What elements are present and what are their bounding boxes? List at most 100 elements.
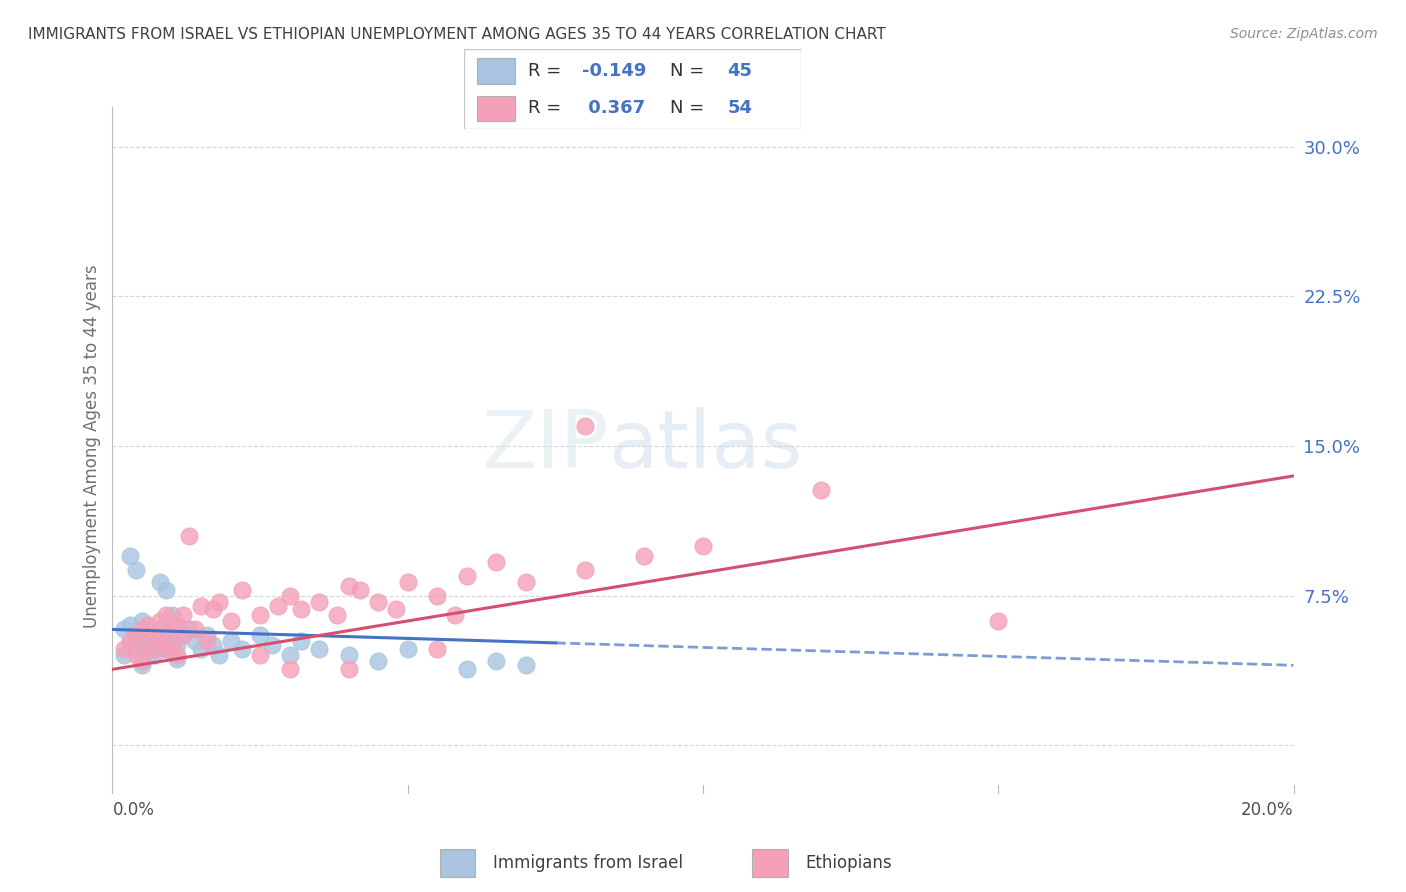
- Text: -0.149: -0.149: [582, 62, 647, 79]
- Text: R =: R =: [529, 62, 567, 79]
- Point: [179, 623, 201, 637]
- Point: [131, 615, 153, 629]
- Point: [349, 582, 371, 597]
- Point: [155, 642, 177, 657]
- Point: [172, 628, 194, 642]
- Point: [515, 574, 537, 589]
- Point: [208, 648, 231, 663]
- Point: [385, 602, 408, 616]
- Point: [426, 642, 449, 657]
- Point: [201, 602, 224, 616]
- Point: [136, 642, 159, 657]
- Point: [396, 574, 419, 589]
- Point: [131, 658, 153, 673]
- Point: [120, 618, 142, 632]
- Text: Ethiopians: Ethiopians: [806, 854, 893, 872]
- Point: [267, 599, 290, 613]
- Point: [456, 568, 478, 582]
- Point: [337, 648, 360, 663]
- Point: [149, 639, 172, 653]
- Point: [125, 642, 148, 657]
- Text: N =: N =: [669, 62, 710, 79]
- Point: [337, 578, 360, 592]
- Point: [249, 628, 271, 642]
- Point: [574, 563, 596, 577]
- FancyBboxPatch shape: [464, 49, 801, 129]
- Point: [142, 628, 165, 642]
- Point: [219, 634, 242, 648]
- Point: [166, 652, 188, 666]
- Point: [574, 419, 596, 434]
- Text: IMMIGRANTS FROM ISRAEL VS ETHIOPIAN UNEMPLOYMENT AMONG AGES 35 TO 44 YEARS CORRE: IMMIGRANTS FROM ISRAEL VS ETHIOPIAN UNEM…: [28, 27, 886, 42]
- Bar: [440, 849, 475, 877]
- Point: [136, 628, 159, 642]
- Point: [633, 549, 655, 563]
- Point: [278, 589, 301, 603]
- Point: [190, 599, 212, 613]
- Point: [125, 628, 148, 642]
- Text: 0.0%: 0.0%: [112, 801, 155, 819]
- Text: 0.367: 0.367: [582, 100, 645, 118]
- Point: [692, 539, 714, 553]
- Point: [290, 634, 312, 648]
- Point: [112, 642, 135, 657]
- Point: [426, 589, 449, 603]
- Point: [136, 639, 159, 653]
- Point: [149, 623, 172, 637]
- Point: [149, 574, 172, 589]
- Point: [308, 594, 330, 608]
- Point: [201, 639, 224, 653]
- Point: [290, 602, 312, 616]
- Point: [278, 648, 301, 663]
- Point: [166, 648, 188, 663]
- Point: [367, 654, 389, 668]
- Point: [444, 608, 467, 623]
- Point: [120, 549, 142, 563]
- Point: [367, 594, 389, 608]
- Bar: [478, 58, 515, 84]
- Point: [172, 628, 194, 642]
- Point: [142, 642, 165, 657]
- Bar: [478, 95, 515, 121]
- Point: [515, 658, 537, 673]
- Point: [308, 642, 330, 657]
- Bar: [752, 849, 787, 877]
- Point: [149, 615, 172, 629]
- Point: [155, 628, 177, 642]
- Point: [125, 563, 148, 577]
- Text: 20.0%: 20.0%: [1241, 801, 1294, 819]
- Point: [160, 634, 183, 648]
- Point: [155, 608, 177, 623]
- Text: Source: ZipAtlas.com: Source: ZipAtlas.com: [1230, 27, 1378, 41]
- Point: [172, 608, 194, 623]
- Point: [485, 654, 508, 668]
- Text: ZIP: ZIP: [481, 407, 609, 485]
- Text: Immigrants from Israel: Immigrants from Israel: [492, 854, 683, 872]
- Point: [337, 662, 360, 676]
- Point: [149, 634, 172, 648]
- Text: R =: R =: [529, 100, 567, 118]
- Point: [112, 648, 135, 663]
- Point: [125, 648, 148, 663]
- Point: [131, 623, 153, 637]
- Point: [166, 618, 188, 632]
- Point: [131, 654, 153, 668]
- Text: atlas: atlas: [609, 407, 803, 485]
- Point: [184, 623, 207, 637]
- Point: [456, 662, 478, 676]
- Point: [160, 608, 183, 623]
- Point: [260, 639, 283, 653]
- Point: [326, 608, 349, 623]
- Y-axis label: Unemployment Among Ages 35 to 44 years: Unemployment Among Ages 35 to 44 years: [83, 264, 101, 628]
- Point: [231, 642, 253, 657]
- Point: [231, 582, 253, 597]
- Point: [278, 662, 301, 676]
- Point: [249, 648, 271, 663]
- Point: [208, 594, 231, 608]
- Point: [195, 628, 218, 642]
- Point: [160, 639, 183, 653]
- Point: [142, 648, 165, 663]
- Point: [249, 608, 271, 623]
- Text: 54: 54: [727, 100, 752, 118]
- Text: 45: 45: [727, 62, 752, 79]
